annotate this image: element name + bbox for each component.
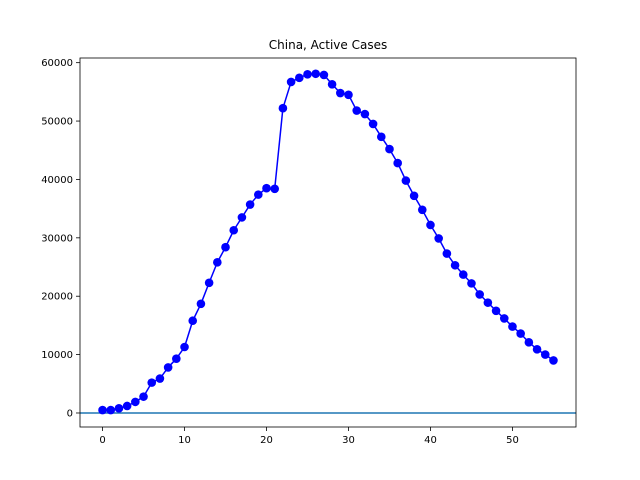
data-point	[122, 401, 132, 411]
data-point	[442, 249, 452, 258]
data-point	[106, 405, 116, 415]
data-point	[450, 260, 460, 270]
y-tick-label: 60000	[41, 58, 73, 69]
data-point	[540, 350, 550, 359]
data-point	[344, 90, 353, 100]
x-tick-label: 40	[424, 435, 437, 446]
data-point	[311, 69, 321, 79]
data-point	[155, 374, 165, 383]
x-tick-label: 10	[178, 435, 191, 446]
chart-title: China, Active Cases	[269, 38, 387, 52]
data-point	[516, 329, 525, 338]
data-point	[393, 158, 402, 168]
data-point	[508, 322, 517, 331]
axes-frame	[79, 57, 577, 428]
data-point	[409, 191, 419, 201]
data-point	[549, 356, 558, 365]
data-point	[245, 200, 255, 209]
data-point	[114, 404, 124, 413]
data-point	[147, 378, 157, 387]
data-point	[188, 316, 198, 326]
data-point	[196, 299, 206, 309]
data-point	[467, 279, 476, 288]
data-point	[401, 176, 411, 185]
data-point	[417, 205, 427, 215]
data-point	[376, 132, 386, 142]
data-point	[262, 183, 271, 193]
data-point	[303, 70, 312, 79]
data-point	[180, 342, 189, 352]
y-tick-label: 0	[67, 408, 73, 419]
data-point	[360, 109, 370, 119]
data-point	[532, 345, 542, 354]
data-point	[483, 298, 493, 307]
x-tick-label: 30	[342, 435, 355, 446]
y-tick-label: 50000	[41, 117, 73, 128]
data-point	[270, 184, 280, 194]
data-point	[368, 119, 378, 129]
data-point	[499, 314, 509, 323]
y-tick-label: 30000	[41, 233, 73, 244]
x-tick-label: 0	[99, 435, 105, 446]
data-point	[278, 103, 288, 113]
data-point	[286, 77, 296, 87]
data-point	[385, 144, 394, 154]
data-point	[475, 290, 484, 299]
data-point	[319, 70, 329, 80]
x-tick-label: 50	[506, 435, 519, 446]
data-point	[163, 363, 173, 372]
data-point	[434, 234, 443, 243]
data-point	[229, 225, 239, 235]
data-point	[327, 79, 337, 89]
x-tick-label: 20	[260, 435, 273, 446]
data-point	[524, 338, 534, 347]
data-point	[204, 278, 214, 288]
data-point	[295, 73, 304, 83]
data-point	[237, 213, 247, 222]
plot-area: 0 10 20 30 40 50 0 10000 20000 30000 40000 50000 600…	[41, 57, 577, 446]
data-point	[426, 220, 435, 230]
data-point	[458, 270, 468, 279]
data-point	[98, 405, 107, 415]
y-tick-label: 40000	[41, 175, 73, 186]
data-point	[139, 392, 148, 401]
data-point	[172, 354, 181, 363]
y-tick-label: 20000	[41, 292, 73, 303]
data-point	[131, 397, 140, 407]
data-point	[254, 190, 263, 199]
data-point	[213, 258, 222, 267]
y-tick-label: 10000	[41, 350, 73, 361]
data-point	[491, 306, 501, 316]
data-point	[335, 88, 345, 98]
data-point	[221, 242, 230, 252]
data-point	[352, 106, 361, 115]
